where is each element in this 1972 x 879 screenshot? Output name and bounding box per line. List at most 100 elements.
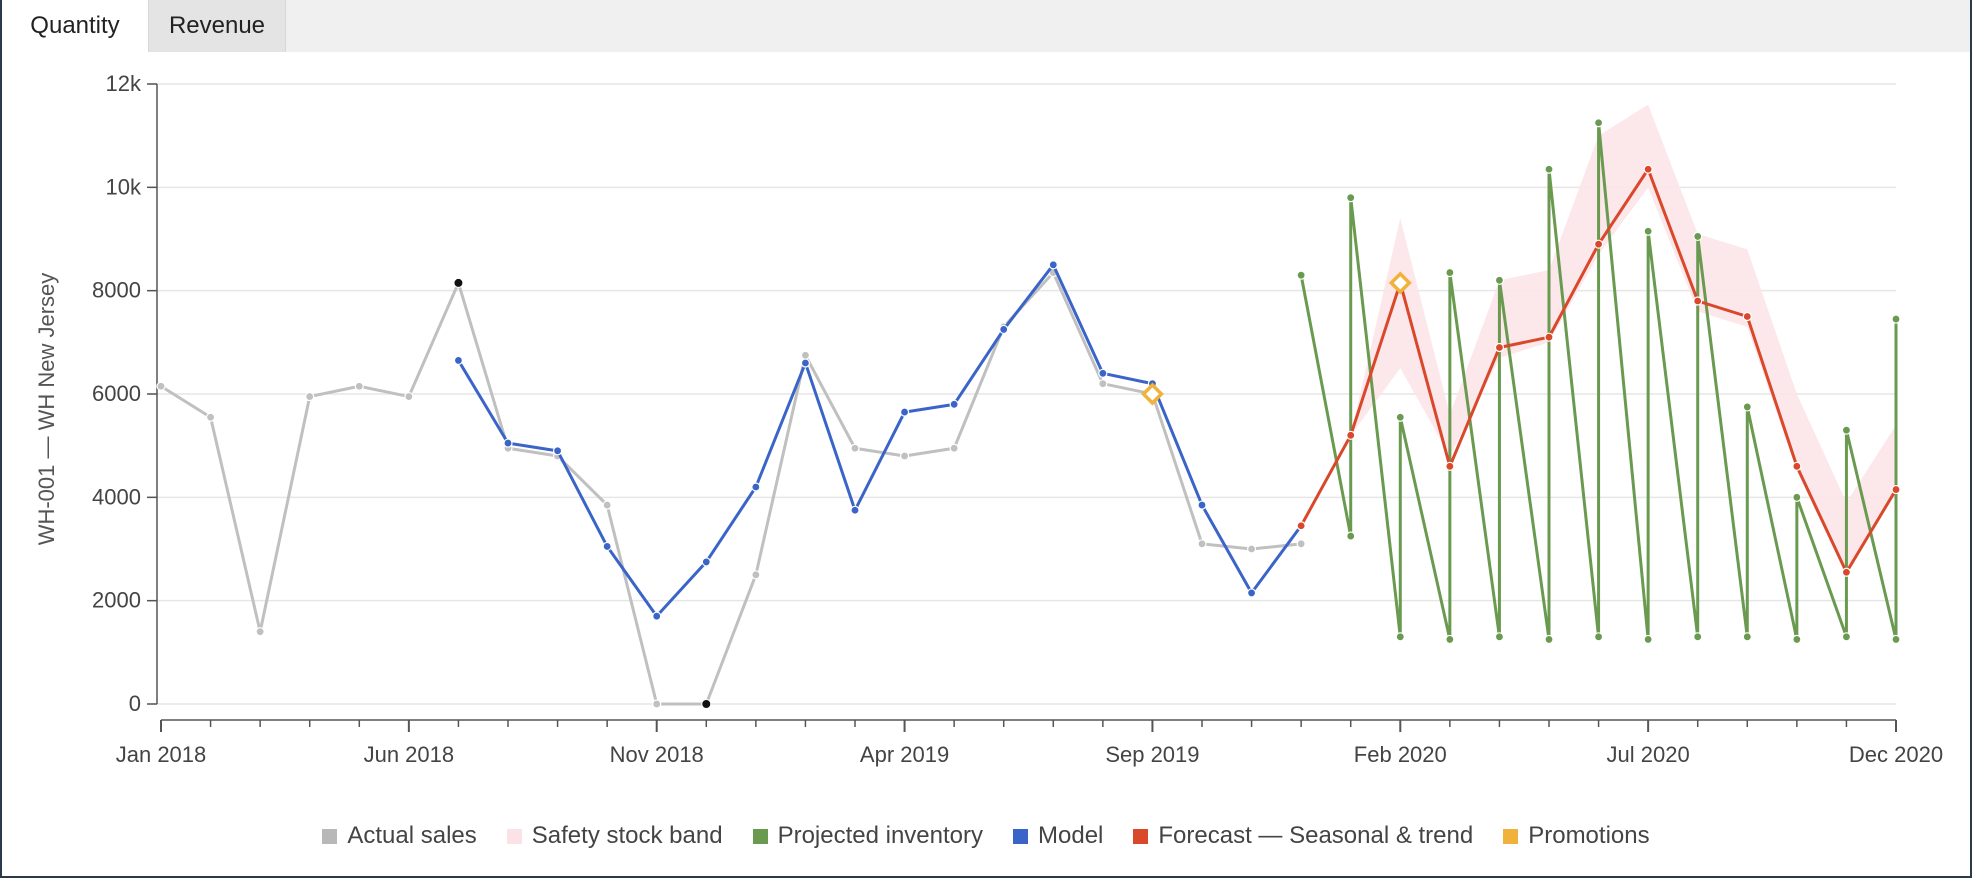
- projected-inventory-point: [1395, 412, 1405, 422]
- projected-inventory-point: [1841, 425, 1852, 435]
- promotion-marker: [1140, 382, 1164, 406]
- model-point: [701, 557, 711, 567]
- actual-sales-point: [205, 412, 216, 422]
- actual-sales-point: [751, 570, 761, 580]
- x-tick-label: Dec 2020: [1849, 742, 1943, 767]
- projected-inventory-point: [1544, 164, 1554, 174]
- chart-area: 0 2000 4000 6000 8000 10k 12k Jan 2018 Jun 2018 N…: [4, 52, 1970, 874]
- model-point: [751, 482, 761, 492]
- legend-label-forecast: Forecast — Seasonal & trend: [1158, 822, 1474, 849]
- x-tick-label: Jul 2020: [1607, 742, 1690, 767]
- actual-sales-point: [850, 443, 860, 453]
- legend-swatch-model: [1013, 828, 1029, 844]
- forecast-point: [1544, 332, 1554, 342]
- projected-inventory-point: [1593, 118, 1604, 128]
- forecast-point: [1346, 430, 1356, 440]
- legend-swatch-projected-inventory: [752, 828, 768, 844]
- actual-sales-point: [1197, 539, 1207, 549]
- x-tick-label: Apr 2019: [860, 742, 949, 767]
- legend-item-projected-inventory[interactable]: Projected inventory: [752, 822, 984, 850]
- actual-sales-line: [160, 271, 1302, 706]
- y-tick-label: 10k: [106, 174, 142, 199]
- line-chart: 0 2000 4000 6000 8000 10k 12k Jan 2018 Jun 2018 N…: [34, 71, 1943, 767]
- legend-item-model[interactable]: Model: [1013, 822, 1103, 850]
- legend-label-safety-stock-band: Safety stock band: [531, 822, 723, 849]
- legend: Actual sales Safety stock band Projected…: [2, 818, 1970, 854]
- actual-sales-point: [899, 451, 910, 461]
- model-point: [552, 446, 563, 456]
- projected-inventory-point: [1841, 632, 1852, 642]
- forecast-point: [1693, 296, 1703, 306]
- forecast-point: [1296, 521, 1306, 531]
- actual-sales-point: [354, 381, 364, 391]
- legend-item-promotions[interactable]: Promotions: [1503, 822, 1650, 850]
- x-tick-label: Jan 2018: [116, 742, 207, 767]
- projected-inventory-point: [1693, 632, 1703, 642]
- projected-inventory-point: [1593, 632, 1604, 642]
- projected-inventory-point: [1395, 632, 1405, 642]
- tab-bar: Quantity Revenue: [2, 0, 1970, 52]
- model-point: [1048, 260, 1058, 270]
- model-point: [850, 505, 860, 515]
- projected-inventory-point: [1643, 226, 1653, 236]
- projected-inventory-point: [1891, 634, 1901, 645]
- model-point: [899, 407, 910, 417]
- actual-sales-point: [305, 391, 315, 402]
- legend-item-forecast[interactable]: Forecast — Seasonal & trend: [1133, 822, 1473, 850]
- forecast-point: [1841, 567, 1852, 577]
- legend-label-projected-inventory: Projected inventory: [777, 822, 984, 849]
- projected-inventory-point: [1792, 634, 1802, 645]
- forecast-point: [1643, 164, 1653, 174]
- model-point: [949, 399, 959, 409]
- forecast-point: [1494, 342, 1505, 353]
- legend-swatch-promotions: [1503, 828, 1519, 844]
- x-tick-label: Nov 2018: [610, 742, 704, 767]
- actual-sales-point: [404, 391, 414, 402]
- projected-inventory-point: [1742, 632, 1752, 642]
- y-tick-label: 0: [129, 691, 141, 716]
- legend-item-safety-stock-band[interactable]: Safety stock band: [506, 822, 723, 850]
- y-axis-label: WH-001 — WH New Jersey: [34, 273, 59, 546]
- projected-inventory-point: [1445, 634, 1455, 645]
- forecast-point: [1891, 484, 1901, 495]
- projected-inventory-point: [1643, 634, 1653, 645]
- y-tick-label: 6000: [92, 381, 141, 406]
- legend-label-model: Model: [1038, 822, 1104, 849]
- projected-inventory-point: [1346, 531, 1356, 541]
- promotion-marker: [1388, 271, 1412, 295]
- model-point: [503, 438, 513, 448]
- model-point: [1098, 368, 1108, 378]
- actual-sales-point: [602, 500, 612, 510]
- legend-item-actual-sales[interactable]: Actual sales: [322, 822, 477, 850]
- forecast-point: [1792, 461, 1802, 471]
- tab-quantity[interactable]: Quantity: [2, 0, 148, 52]
- model-point: [453, 355, 464, 366]
- projected-inventory-point: [1891, 314, 1901, 324]
- actual-sales-highlight-point: [701, 699, 712, 709]
- projected-inventory-point: [1742, 402, 1752, 412]
- model-point: [652, 611, 662, 621]
- projected-inventory-point: [1296, 270, 1306, 280]
- model-point: [1246, 588, 1257, 598]
- legend-swatch-safety-stock-band: [506, 828, 522, 844]
- model-point: [1197, 500, 1207, 510]
- projected-inventory-point: [1693, 231, 1703, 242]
- actual-sales-highlight-point: [453, 277, 464, 288]
- safety-stock-band-area: [1350, 104, 1896, 575]
- actual-sales-point: [800, 350, 811, 360]
- x-tick-label: Jun 2018: [364, 742, 455, 767]
- legend-label-actual-sales: Actual sales: [347, 822, 477, 849]
- projected-inventory-point: [1445, 267, 1455, 278]
- actual-sales-point: [156, 381, 166, 391]
- projected-inventory-point: [1346, 193, 1356, 203]
- model-point: [602, 541, 612, 552]
- actual-sales-point: [1246, 544, 1257, 554]
- projected-inventory-point: [1544, 634, 1554, 645]
- y-tick-label: 4000: [92, 484, 141, 509]
- tab-revenue[interactable]: Revenue: [148, 0, 286, 52]
- actual-sales-point: [652, 699, 662, 709]
- model-point: [800, 358, 811, 368]
- actual-sales-point: [1296, 539, 1306, 549]
- x-tick-label: Sep 2019: [1105, 742, 1199, 767]
